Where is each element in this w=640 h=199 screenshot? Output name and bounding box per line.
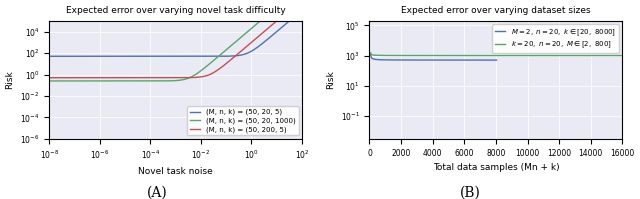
Legend: $M = 2,\ n = 20,\ k \in [20,\ 8000]$, $k = 20,\ n = 20,\ M \in [2,\ 800]$: $M = 2,\ n = 20,\ k \in [20,\ 8000]$, $k… (492, 24, 619, 53)
Y-axis label: Risk: Risk (326, 70, 335, 89)
Y-axis label: Risk: Risk (6, 70, 15, 89)
Legend: (M, n, k) = (50, 20, 5), (M, n, k) = (50, 20, 1000), (M, n, k) = (50, 200, 5): (M, n, k) = (50, 20, 5), (M, n, k) = (50… (188, 106, 299, 135)
Title: Expected error over varying dataset sizes: Expected error over varying dataset size… (401, 6, 591, 15)
Text: (B): (B) (460, 186, 481, 199)
X-axis label: Novel task noise: Novel task noise (138, 167, 213, 176)
X-axis label: Total data samples (Mn + k): Total data samples (Mn + k) (433, 163, 559, 172)
Text: (A): (A) (147, 186, 167, 199)
Title: Expected error over varying novel task difficulty: Expected error over varying novel task d… (66, 6, 285, 15)
